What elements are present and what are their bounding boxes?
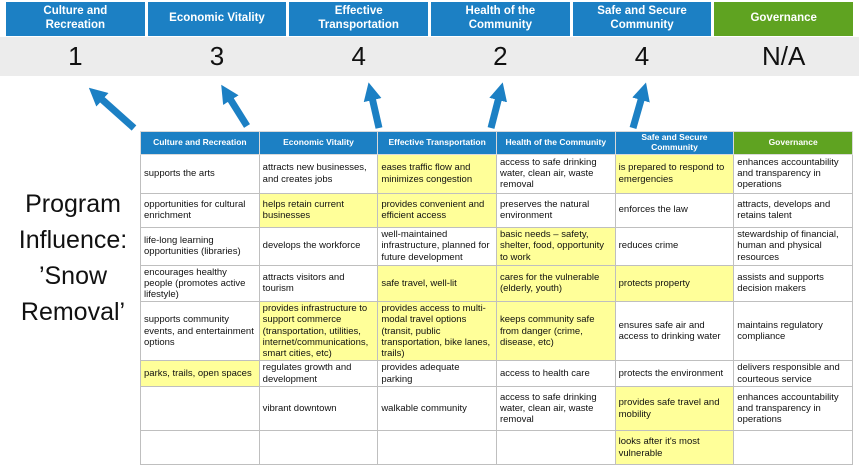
matrix-cell-r5-c6: maintains regulatory compliance <box>733 301 853 362</box>
matrix-cell-r3-c3: well-maintained infrastructure, planned … <box>377 226 497 266</box>
matrix-cell-r3-c2: develops the workforce <box>258 226 379 266</box>
matrix-header-effective-transportation: Effective Transportation <box>377 131 497 155</box>
up-arrow-icon <box>363 82 383 129</box>
matrix-cell-r7-c4: access to safe drinking water, clean air… <box>495 386 616 432</box>
goal-header-health-of-the-community: Health of the Community <box>431 2 570 36</box>
matrix-cell-r6-c6: delivers responsible and courteous servi… <box>733 360 853 388</box>
matrix-cell-r6-c5: protects the environment <box>614 360 735 388</box>
influence-arrows-layer <box>88 82 650 131</box>
matrix-cell-r5-c1: supports community events, and entertain… <box>140 301 260 362</box>
matrix-cell-r5-c5: ensures safe air and access to drinking … <box>614 301 735 362</box>
matrix-row-1: supports the arts attracts new businesses… <box>140 153 853 194</box>
matrix-cell-r2-c5: enforces the law <box>614 192 735 228</box>
score-economic-vitality: 3 <box>209 41 225 71</box>
matrix-cell-r7-c3: walkable community <box>377 386 497 432</box>
goal-header-governance: Governance <box>714 2 854 36</box>
matrix-cell-r1-c4: access to safe drinking water, clean air… <box>495 153 616 194</box>
matrix-cell-r8-c1 <box>140 430 260 465</box>
matrix-cell-r7-c6: enhances accountability and transparency… <box>733 386 853 432</box>
matrix-cell-r6-c4: access to health care <box>495 360 616 388</box>
influence-matrix: Culture and Recreation Economic Vitality E… <box>140 131 853 465</box>
matrix-cell-r6-c2: regulates growth and development <box>258 360 379 388</box>
matrix-cell-r8-c3 <box>377 430 497 465</box>
score-bar: 1 3 4 2 4 N/A <box>0 37 859 76</box>
matrix-header-health-of-the-community: Health of the Community <box>495 131 616 155</box>
matrix-cell-r4-c5: protects property <box>614 264 735 303</box>
matrix-cell-r7-c5: provides safe travel and mobility <box>614 386 735 432</box>
matrix-header-economic-vitality: Economic Vitality <box>258 131 379 155</box>
matrix-header-row: Culture and Recreation Economic Vitality E… <box>140 131 853 155</box>
up-arrow-icon <box>629 82 650 129</box>
matrix-cell-r8-c4 <box>495 430 616 465</box>
matrix-cell-r3-c6: stewardship of financial, human and phys… <box>733 226 853 266</box>
program-title: Program Influence: ’Snow Removal’ <box>18 190 128 326</box>
up-arrow-icon <box>487 82 508 129</box>
matrix-header-safe-and-secure-community: Safe and Secure Community <box>614 131 735 155</box>
up-arrow-icon <box>221 84 250 128</box>
matrix-cell-r7-c1 <box>140 386 260 432</box>
matrix-cell-r1-c2: attracts new businesses, and creates job… <box>258 153 379 194</box>
matrix-row-3: life-long learning opportunities (librar… <box>140 226 853 266</box>
matrix-cell-r1-c6: enhances accountability and transparency… <box>733 153 853 194</box>
matrix-cell-r1-c5: is prepared to respond to emergencies <box>614 153 735 194</box>
matrix-header-culture-and-recreation: Culture and Recreation <box>140 131 260 155</box>
matrix-row-2: opportunities for cultural enrichment hel… <box>140 192 853 228</box>
matrix-row-5: supports community events, and entertain… <box>140 301 853 362</box>
matrix-cell-r4-c1: encourages healthy people (promotes acti… <box>140 264 260 303</box>
matrix-row-4: encourages healthy people (promotes acti… <box>140 264 853 303</box>
matrix-cell-r5-c4: keeps community safe from danger (crime,… <box>495 301 616 362</box>
score-health-of-the-community: 2 <box>493 41 508 71</box>
matrix-cell-r4-c3: safe travel, well-lit <box>377 264 497 303</box>
goal-header-safe-and-secure-community: Safe and Secure Community <box>572 2 712 36</box>
matrix-cell-r8-c5: looks after it's most vulnerable <box>614 430 735 465</box>
matrix-cell-r2-c3: provides convenient and efficient access <box>377 192 497 228</box>
score-effective-transportation: 4 <box>351 41 366 71</box>
matrix-cell-r3-c5: reduces crime <box>614 226 735 266</box>
matrix-cell-r3-c1: life-long learning opportunities (librar… <box>140 226 260 266</box>
goal-header-effective-transportation: Effective Transportation <box>289 2 429 36</box>
matrix-cell-r1-c3: eases traffic flow and minimizes congest… <box>377 153 497 194</box>
matrix-header-governance: Governance <box>733 131 853 155</box>
matrix-cell-r5-c3: provides access to multi-modal travel op… <box>377 301 497 362</box>
matrix-cell-r4-c2: attracts visitors and tourism <box>258 264 379 303</box>
score-culture-and-recreation: 1 <box>68 41 83 71</box>
matrix-cell-r8-c2 <box>258 430 379 465</box>
matrix-row-7: vibrant downtown walkable community access… <box>140 386 853 432</box>
goal-header-economic-vitality: Economic Vitality <box>147 2 287 36</box>
matrix-cell-r2-c4: preserves the natural environment <box>495 192 616 228</box>
matrix-cell-r6-c1: parks, trails, open spaces <box>140 360 260 388</box>
up-arrow-icon <box>88 87 137 131</box>
matrix-row-6: parks, trails, open spaces regulates grow… <box>140 360 853 388</box>
matrix-cell-r2-c1: opportunities for cultural enrichment <box>140 192 260 228</box>
matrix-row-8: looks after it's most vulnerable <box>140 430 853 465</box>
matrix-cell-r7-c2: vibrant downtown <box>258 386 379 432</box>
goal-header-bar: Culture and Recreation Economic Vitality E… <box>6 2 854 36</box>
matrix-cell-r2-c6: attracts, develops and retains talent <box>733 192 853 228</box>
score-safe-and-secure-community: 4 <box>634 41 650 71</box>
matrix-cell-r1-c1: supports the arts <box>140 153 260 194</box>
matrix-cell-r3-c4: basic needs – safety, shelter, food, opp… <box>495 226 616 266</box>
matrix-cell-r5-c2: provides infrastructure to support comme… <box>258 301 379 362</box>
matrix-cell-r4-c4: cares for the vulnerable (elderly, youth… <box>495 264 616 303</box>
matrix-cell-r2-c2: helps retain current businesses <box>258 192 379 228</box>
matrix-cell-r8-c6 <box>733 430 853 465</box>
matrix-body: supports the arts attracts new businesses… <box>140 153 853 465</box>
matrix-cell-r6-c3: provides adequate parking <box>377 360 497 388</box>
goal-header-culture-and-recreation: Culture and Recreation <box>6 2 145 36</box>
matrix-cell-r4-c6: assists and supports decision makers <box>733 264 853 303</box>
score-governance: N/A <box>762 41 806 71</box>
